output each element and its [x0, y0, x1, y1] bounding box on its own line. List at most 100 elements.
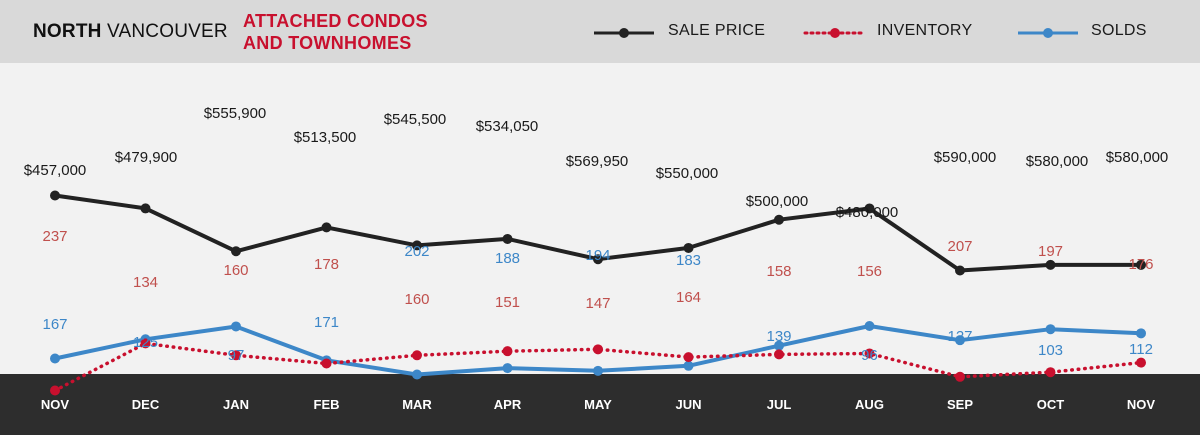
solds-point: [774, 340, 784, 351]
inventory-point: [683, 352, 694, 363]
inventory-point: [1136, 357, 1146, 368]
inventory-point: [774, 349, 784, 360]
sale-price-label: $580,000: [1106, 149, 1169, 166]
solds-label: 188: [495, 250, 520, 267]
sale-price-label: $479,900: [115, 149, 178, 166]
inventory-point: [412, 350, 422, 361]
sale-price-label: $457,000: [24, 162, 87, 179]
legend-solds-swatch: [1018, 28, 1078, 38]
legend-sale-price: SALE PRICE: [592, 22, 772, 44]
month-label: MAR: [402, 397, 432, 412]
sale-price-label: $555,900: [204, 105, 267, 122]
month-label: NOV: [1127, 397, 1156, 412]
inventory-point: [955, 371, 965, 382]
solds-point: [412, 369, 422, 380]
inventory-label: 178: [314, 256, 339, 273]
month-label: SEP: [947, 397, 973, 412]
solds-label: 97: [228, 347, 245, 364]
month-label: DEC: [132, 397, 160, 412]
month-label: AUG: [855, 397, 884, 412]
month-label: FEB: [314, 397, 340, 412]
solds-label: 125: [133, 334, 158, 351]
inventory-point: [50, 385, 60, 396]
property-type-line-2: AND TOWNHOMES: [243, 33, 412, 53]
solds-label: 127: [947, 328, 972, 345]
month-label: JUN: [675, 397, 701, 412]
legend-inventory-label: INVENTORY: [877, 22, 973, 39]
inventory-label: 158: [766, 263, 791, 280]
inventory-point: [231, 350, 241, 361]
solds-point: [864, 321, 875, 331]
inventory-point: [1045, 367, 1056, 378]
region-title: NORTH VANCOUVER: [33, 21, 228, 43]
month-label: JAN: [223, 397, 249, 412]
sale-price-point: [955, 265, 965, 276]
sale-price-label: $513,500: [294, 129, 357, 146]
sale-price-point: [502, 233, 513, 244]
solds-label: 183: [676, 252, 701, 269]
sale-price-point: [412, 240, 422, 251]
sale-price-point: [864, 203, 875, 214]
sale-price-point: [1136, 259, 1146, 270]
sale-price-label: $500,000: [746, 193, 809, 210]
sale-price-label: $534,050: [476, 118, 539, 135]
month-label: OCT: [1037, 397, 1065, 412]
inventory-label: 207: [947, 238, 972, 255]
legend-sale-price-label: SALE PRICE: [668, 22, 766, 39]
legend-inventory-swatch: [803, 28, 867, 38]
solds-label: 139: [766, 328, 791, 345]
sale-price-label: $550,000: [656, 165, 719, 182]
sale-price-point: [1045, 259, 1056, 270]
sale-price-label: $545,500: [384, 111, 447, 128]
solds-label: 202: [404, 243, 429, 260]
month-label: NOV: [41, 397, 70, 412]
inventory-label: 197: [1038, 243, 1063, 260]
solds-point: [502, 363, 513, 374]
sale-price-point: [593, 254, 603, 265]
inventory-label: 160: [223, 262, 248, 279]
property-type-line-1: ATTACHED CONDOS: [243, 11, 428, 31]
solds-point: [50, 353, 60, 364]
inventory-label: 156: [857, 263, 882, 280]
sale-price-point: [140, 203, 151, 214]
inventory-label: 151: [495, 294, 520, 311]
sale-price-label: $569,950: [566, 153, 629, 170]
plot-area: [0, 63, 1200, 374]
sale-price-point: [231, 246, 241, 257]
inventory-point: [140, 338, 151, 349]
sale-price-label: $590,000: [934, 149, 997, 166]
solds-label: 167: [42, 316, 67, 333]
inventory-label: 160: [404, 291, 429, 308]
inventory-point: [321, 358, 332, 369]
inventory-point: [593, 344, 603, 355]
solds-point: [955, 335, 965, 346]
sale-price-label: $580,000: [1026, 153, 1089, 170]
sale-price-point: [774, 214, 784, 225]
solds-point: [593, 365, 603, 376]
solds-label: 171: [314, 314, 339, 331]
solds-point: [1136, 328, 1146, 339]
legend-inventory: INVENTORY: [803, 22, 983, 44]
solds-point: [1045, 324, 1056, 335]
region-title-bold: NORTH: [33, 21, 102, 42]
property-type-title: ATTACHED CONDOS AND TOWNHOMES: [243, 10, 428, 54]
solds-label: 194: [585, 247, 610, 264]
solds-point: [231, 321, 241, 332]
sale-price-point: [683, 242, 694, 253]
legend-solds-label: SOLDS: [1091, 22, 1147, 39]
region-title-light: VANCOUVER: [107, 21, 228, 42]
month-label: MAY: [584, 397, 612, 412]
legend-solds: SOLDS: [1016, 22, 1166, 44]
month-axis-bar: [0, 374, 1200, 435]
inventory-label: 237: [42, 228, 67, 245]
inventory-point: [502, 346, 513, 357]
month-label: JUL: [767, 397, 792, 412]
inventory-label: 134: [133, 274, 158, 291]
solds-point: [683, 360, 694, 371]
solds-label: 112: [1129, 341, 1153, 358]
chart-header: NORTH VANCOUVER ATTACHED CONDOS AND TOWN…: [0, 0, 1200, 63]
inventory-point: [864, 348, 875, 359]
legend-sale-price-swatch: [594, 28, 654, 38]
inventory-label: 147: [585, 295, 610, 312]
